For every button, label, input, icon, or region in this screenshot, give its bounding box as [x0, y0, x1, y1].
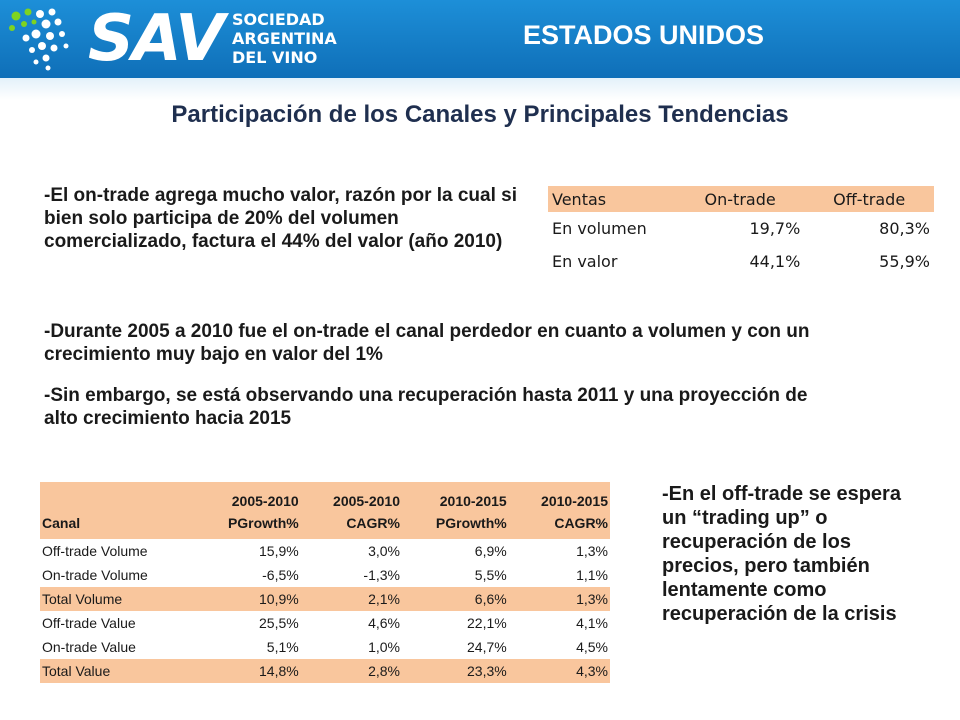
ventas-header-cell: Off-trade	[804, 186, 934, 212]
canal-row-label: Off-trade Volume	[42, 543, 148, 559]
ventas-cell: 55,9%	[879, 252, 930, 271]
ventas-table: Ventas On-trade Off-trade En volumen 19,…	[548, 186, 934, 278]
ventas-row-label: En valor	[552, 252, 618, 271]
canal-cell: 4,5%	[576, 639, 608, 655]
paragraph-on-trade-value: -El on-trade agrega mucho valor, razón p…	[44, 185, 518, 252]
ventas-header-row: Ventas On-trade Off-trade	[548, 186, 934, 212]
canal-header-text: Canal	[42, 515, 81, 531]
canal-header-row: Canal 2005-2010 PGrowth% 2005-2010 CAGR% 2…	[40, 482, 610, 539]
canal-header-cell: 2010-2015 CAGR%	[508, 482, 610, 539]
canal-header-period: 2005-2010	[333, 493, 400, 509]
table-row: Off-trade Volume 15,9% 3,0% 6,9% 1,3%	[40, 539, 610, 563]
country-label: ESTADOS UNIDOS	[522, 20, 764, 50]
canal-cell: 4,6%	[368, 615, 400, 631]
table-row-total: Total Volume 10,9% 2,1% 6,6% 1,3%	[40, 587, 610, 611]
table-row: On-trade Value 5,1% 1,0% 24,7% 4,5%	[40, 635, 610, 659]
canal-cell: 10,9%	[194, 587, 301, 611]
canal-header-period: 2010-2015	[541, 493, 608, 509]
canal-cell: 4,3%	[508, 659, 610, 683]
canal-header-metric: CAGR%	[554, 515, 608, 531]
canal-cell: 25,5%	[259, 615, 299, 631]
canal-row-label: On-trade Value	[42, 639, 136, 655]
canal-header-period: 2005-2010	[231, 493, 299, 509]
canal-cell: 14,8%	[194, 659, 301, 683]
canal-cell: 1,1%	[576, 567, 608, 583]
logo-wordmark: SAV	[88, 2, 225, 76]
logo-sub-line: ARGENTINA	[232, 29, 337, 48]
canal-cell: 5,5%	[474, 567, 507, 583]
ventas-header-cell: On-trade	[676, 186, 805, 212]
canal-cell: 5,1%	[266, 639, 299, 655]
canal-header-cell: 2005-2010 PGrowth%	[194, 482, 301, 539]
canal-header-metric: CAGR%	[346, 515, 400, 531]
logo-subtitle: SOCIEDAD ARGENTINA DEL VINO	[232, 10, 372, 67]
canal-cell: 22,1%	[467, 615, 507, 631]
canal-header-cell: Canal	[40, 482, 194, 539]
canal-growth-table: Canal 2005-2010 PGrowth% 2005-2010 CAGR% 2…	[40, 482, 610, 683]
canal-cell: 24,7%	[467, 639, 507, 655]
table-row: Off-trade Value 25,5% 4,6% 22,1% 4,1%	[40, 611, 610, 635]
canal-cell: 6,9%	[474, 543, 507, 559]
canal-cell: 23,3%	[401, 659, 509, 683]
canal-header-cell: 2005-2010 CAGR%	[300, 482, 402, 539]
logo-sub-line: SOCIEDAD	[232, 10, 325, 29]
canal-cell: 1,3%	[508, 587, 610, 611]
paragraph-recovery: -Sin embargo, se está observando una rec…	[44, 385, 808, 429]
canal-cell: 15,9%	[259, 543, 299, 559]
grape-logo-icon	[9, 8, 69, 71]
canal-header-metric: PGrowth%	[435, 515, 507, 531]
canal-row-label: Total Value	[40, 659, 194, 683]
header-fade	[0, 78, 960, 100]
canal-cell: 1,0%	[368, 639, 400, 655]
canal-cell: 1,3%	[576, 543, 608, 559]
canal-header-cell: 2010-2015 PGrowth%	[401, 482, 509, 539]
table-row: En volumen 19,7% 80,3%	[548, 212, 934, 245]
canal-cell: -1,3%	[363, 567, 400, 583]
ventas-cell: 80,3%	[879, 219, 930, 238]
canal-cell: 2,8%	[300, 659, 402, 683]
canal-row-label: On-trade Volume	[42, 567, 148, 583]
paragraph-2005-2010: -Durante 2005 a 2010 fue el on-trade el …	[44, 321, 810, 365]
canal-cell: 3,0%	[368, 543, 400, 559]
canal-header-period: 2010-2015	[439, 493, 507, 509]
canal-row-label: Off-trade Value	[42, 615, 136, 631]
paragraph-off-trade-outlook: -En el off-trade se espera un “trading u…	[662, 483, 901, 625]
ventas-row-label: En volumen	[552, 219, 647, 238]
canal-cell: 6,6%	[401, 587, 509, 611]
ventas-cell: 44,1%	[749, 252, 801, 271]
table-row: On-trade Volume -6,5% -1,3% 5,5% 1,1%	[40, 563, 610, 587]
logo-sub-line: DEL VINO	[232, 48, 318, 67]
canal-cell: 2,1%	[300, 587, 402, 611]
table-row-total: Total Value 14,8% 2,8% 23,3% 4,3%	[40, 659, 610, 683]
page-title: Participación de los Canales y Principal…	[171, 101, 789, 128]
canal-cell: 4,1%	[576, 615, 608, 631]
header-band: SAV SOCIEDAD ARGENTINA DEL VINO ESTADOS …	[0, 0, 960, 78]
canal-cell: -6,5%	[262, 567, 299, 583]
ventas-cell: 19,7%	[749, 219, 801, 238]
table-row: En valor 44,1% 55,9%	[548, 245, 934, 278]
canal-header-metric: PGrowth%	[227, 515, 299, 531]
canal-row-label: Total Volume	[40, 587, 194, 611]
ventas-header-cell: Ventas	[548, 186, 676, 212]
